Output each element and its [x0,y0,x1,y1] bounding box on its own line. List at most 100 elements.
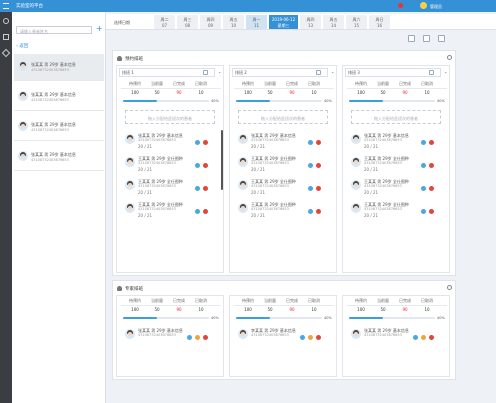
action-accept[interactable] [195,209,200,214]
action-hold[interactable] [421,335,426,340]
patient-card[interactable]: 王某某 男 29岁 全仕图种 43108732403876653 20 / 21 [347,176,443,198]
date-cell[interactable]: 周四 13 [300,15,322,29]
action-cancel[interactable] [429,163,434,168]
date-cell[interactable]: 周五 14 [323,15,345,29]
column-header[interactable] [119,68,215,77]
nav-icon[interactable] [3,18,9,24]
action-cancel[interactable] [316,163,321,168]
action-hold[interactable] [308,335,313,340]
action-cancel[interactable] [203,140,208,145]
action-accept[interactable] [308,140,313,145]
patient-card[interactable]: 张某某 男 29岁 基本信息 43108732403876653 [14,84,104,111]
action-cancel[interactable] [316,335,321,340]
patient-card[interactable]: 王某某 男 29岁 全仕图种 43108732403876653 20 / 21 [347,199,443,221]
action-cancel[interactable] [203,209,208,214]
patient-card[interactable]: 李某某 男 29岁 基本信息 43108732403876653 [234,325,330,347]
action-cancel[interactable] [203,163,208,168]
date-num: 09 [207,23,214,28]
avatar [238,180,248,190]
notice-badge[interactable] [398,3,403,8]
action-accept[interactable] [195,186,200,191]
action-cancel[interactable] [429,186,434,191]
patient-card[interactable]: 张某某 男 29岁 基本信息 43108732403876653 20 / 21 [234,130,330,152]
patient-id: 43108732403876653 [138,138,176,142]
patient-name: 张某某 男 29岁 基本信息 [138,133,183,138]
patient-card[interactable]: 王某某 男 29岁 全仕图种 43108732403876653 20 / 21 [121,199,217,221]
dropdown-arrow[interactable]: ⌄ [444,69,448,74]
patient-card[interactable]: 张某某 男 29岁 基本信息 43108732403876653 20 / 21 [347,130,443,152]
patient-card[interactable]: 张某某 男 29岁 基本信息 43108732403876653 [347,325,443,347]
section-setting[interactable] [447,285,452,290]
action-cancel[interactable] [429,209,434,214]
patient-card[interactable]: 王某某 男 29岁 全仕图种 43108732403876653 20 / 21 [234,176,330,198]
action-cancel[interactable] [203,186,208,191]
action-accept[interactable] [413,335,418,340]
section-icon [117,56,122,61]
patient-card[interactable]: 王某某 男 29岁 全仕图种 43108732403876653 20 / 21 [234,199,330,221]
tool-button[interactable] [408,35,415,42]
add-button[interactable]: + [96,24,103,33]
date-cell[interactable]: 周二 07 [154,15,176,29]
action-accept[interactable] [308,186,313,191]
date-cell[interactable]: 周六 15 [346,15,368,29]
patient-card[interactable]: 张某某 男 29岁 基本信息 43108732403876653 [14,114,104,141]
user-avatar[interactable] [420,2,427,9]
action-accept[interactable] [195,163,200,168]
date-cell[interactable]: 周一 11 [246,15,268,29]
action-cancel[interactable] [429,140,434,145]
action-cancel[interactable] [316,140,321,145]
patient-card[interactable]: 张某某 男 29岁 基本信息 43108732403876653 [121,325,217,347]
tool-button[interactable] [438,35,445,42]
nav-icon[interactable] [1,48,11,58]
action-accept[interactable] [421,209,426,214]
patient-name: 张某某 男 29岁 基本信息 [138,328,183,333]
action-accept[interactable] [308,163,313,168]
schedule-column: 待预约 100 当前量 50 已完成 90 已取消 10 40% 张某某 男 29岁 基本信息 43… [116,295,224,377]
action-cancel[interactable] [316,209,321,214]
progress-fill [236,317,271,319]
action-cancel[interactable] [429,335,434,340]
column-header[interactable] [232,68,328,77]
user-name[interactable]: 管理员 [430,3,442,9]
menu-icon[interactable] [3,3,9,9]
back-link[interactable]: ‹ 返回 [16,44,29,49]
date-cell[interactable]: 2019-06-12 星期三 [269,15,299,29]
tool-button[interactable] [423,35,430,42]
action-accept[interactable] [308,209,313,214]
patient-card[interactable]: 王某某 男 29岁 全仕图种 43108732403876653 20 / 21 [121,153,217,175]
patient-card[interactable]: 张某某 男 29岁 基本信息 43108732403876653 [14,54,104,81]
nav-icon[interactable] [3,34,9,40]
calendar-icon[interactable] [316,70,321,75]
avatar [238,134,248,144]
action-cancel[interactable] [316,186,321,191]
patient-card[interactable]: 王某某 男 29岁 全仕图种 43108732403876653 20 / 21 [347,153,443,175]
visit-count: 20 / 21 [251,190,266,195]
action-accept[interactable] [421,163,426,168]
section-setting[interactable] [447,55,452,60]
patient-card[interactable]: 王某某 男 29岁 全仕图种 43108732403876653 20 / 21 [234,153,330,175]
action-accept[interactable] [195,140,200,145]
patient-card[interactable]: 张某某 男 29岁 基本信息 43108732403876653 [14,144,104,171]
patient-id: 43108732403876653 [251,207,289,211]
action-accept[interactable] [300,335,305,340]
action-accept[interactable] [187,335,192,340]
patient-name: 王某某 男 29岁 全仕图种 [138,202,183,207]
action-hold[interactable] [195,335,200,340]
action-accept[interactable] [421,186,426,191]
date-num: 星期三 [277,23,290,28]
dropdown-arrow[interactable]: ⌄ [331,69,335,74]
search-box[interactable]: 请输入患者姓名 [16,26,92,34]
date-cell[interactable]: 周日 16 [369,15,391,29]
calendar-icon[interactable] [203,70,208,75]
patient-card[interactable]: 张某某 男 29岁 基本信息 43108732403876653 20 / 21 [121,130,217,152]
dropdown-arrow[interactable]: ⌄ [218,69,222,74]
column-header[interactable] [345,68,441,77]
action-cancel[interactable] [203,335,208,340]
calendar-icon[interactable] [429,70,434,75]
date-cell[interactable]: 周四 09 [200,15,222,29]
patient-id: 43108732403876653 [364,207,402,211]
patient-card[interactable]: 王某某 男 29岁 全仕图种 43108732403876653 20 / 21 [121,176,217,198]
date-cell[interactable]: 周三 08 [177,15,199,29]
action-accept[interactable] [421,140,426,145]
date-cell[interactable]: 周五 10 [223,15,245,29]
